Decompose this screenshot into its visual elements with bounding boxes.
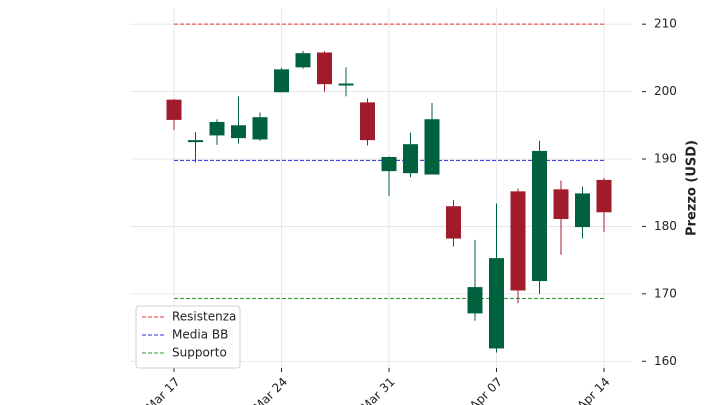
x-tick-label: Apr 07: [467, 375, 505, 405]
candle-body: [166, 99, 182, 120]
candle-body: [274, 69, 289, 93]
legend-label: Resistenza: [172, 310, 236, 324]
candle-body: [532, 150, 547, 282]
candle-body: [596, 179, 612, 213]
candle-body: [188, 140, 203, 143]
y-axis-label: Prezzo (USD): [685, 140, 700, 236]
y-tick-label: 190: [654, 152, 677, 166]
candle-body: [467, 287, 483, 314]
y-tick-label: 210: [654, 17, 677, 31]
candle-body: [489, 258, 504, 349]
y-tick-label: 170: [654, 286, 677, 300]
candle-body: [317, 52, 332, 85]
legend-label: Media BB: [172, 328, 228, 342]
x-tick-label: Mar 31: [358, 375, 397, 405]
y-tick-label: 180: [654, 219, 677, 233]
candle-body: [360, 102, 375, 141]
candle-body: [295, 53, 311, 68]
candle-body: [209, 121, 225, 136]
y-tick-label: 200: [654, 84, 677, 98]
candle-body: [231, 125, 246, 139]
candle-body: [338, 83, 354, 86]
candle-body: [381, 156, 397, 172]
y-tick-label: 160: [654, 354, 677, 368]
candle-body: [510, 191, 526, 291]
candle-body: [424, 119, 440, 175]
x-tick-label: Apr 14: [575, 375, 613, 405]
candle-body: [553, 189, 569, 220]
candle-body: [403, 144, 418, 174]
legend-label: Supporto: [172, 346, 227, 360]
x-tick-label: Mar 24: [251, 375, 290, 405]
candle-body: [252, 117, 268, 140]
x-tick-label: Mar 17: [143, 375, 182, 405]
candle-body: [575, 193, 590, 228]
legend: Resistenza Media BB Supporto: [135, 305, 241, 369]
candle-body: [446, 206, 461, 239]
